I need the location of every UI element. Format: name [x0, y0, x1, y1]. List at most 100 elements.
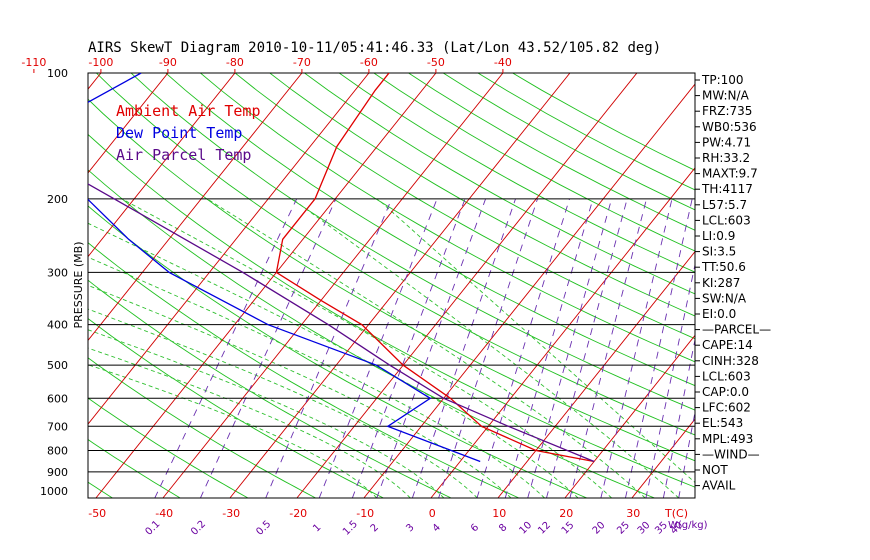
- mixing-ratio-tick-label: 15: [560, 520, 577, 537]
- index-label: RH:33.2: [702, 151, 750, 165]
- moist-adiabat-line: [377, 198, 695, 484]
- isotherm-line: [631, 418, 695, 498]
- index-label: LCL:603: [702, 213, 751, 227]
- pressure-tick-label: 900: [47, 466, 68, 479]
- dry-adiabat-line: [338, 73, 695, 273]
- mixing-ratio-unit-label: W(g/kg): [668, 520, 708, 531]
- mixing-ratio-line: [265, 198, 393, 498]
- dry-adiabat-line: [269, 73, 695, 317]
- dry-adiabat-line: [442, 73, 695, 211]
- top-temp-tick-label: -80: [226, 56, 244, 69]
- isotherm-line: [766, 64, 870, 498]
- mixing-ratio-line: [351, 198, 466, 498]
- dry-adiabat-line: [234, 73, 695, 340]
- mixing-ratio-line: [527, 198, 613, 498]
- mixing-ratio-line: [411, 198, 516, 498]
- dry-adiabat-line: [0, 64, 45, 498]
- isotherm-line: [363, 83, 695, 498]
- pressure-tick-label: 700: [47, 420, 68, 433]
- index-label: L57:5.7: [702, 198, 747, 212]
- index-label: LCL:603: [702, 369, 751, 383]
- isotherm-line: [95, 73, 437, 498]
- index-label: NOT: [702, 463, 728, 477]
- bottom-temp-tick-label: 0: [429, 507, 436, 520]
- index-label: PW:4.71: [702, 135, 751, 149]
- y-axis-label: PRESSURE (MB): [72, 242, 85, 329]
- dry-adiabat-line: [373, 73, 695, 252]
- mixing-ratio-line: [376, 198, 487, 498]
- mixing-ratio-tick-label: 0.1: [143, 519, 162, 538]
- bottom-temp-tick-label: 20: [559, 507, 573, 520]
- mixing-ratio-tick-label: 8: [497, 522, 509, 534]
- index-label: CINH:328: [702, 354, 759, 368]
- pressure-tick-label: 1000: [40, 485, 68, 498]
- mixing-ratio-tick-label: 6: [469, 522, 481, 534]
- bottom-temp-tick-label: 10: [492, 507, 506, 520]
- profile-series: [88, 73, 595, 463]
- dry-adiabat-line: [88, 357, 317, 498]
- legend-air-parcel-temp: Air Parcel Temp: [116, 146, 251, 164]
- axis-ticks: 1002003004005006007008009001000-120-110-…: [21, 56, 685, 538]
- legend-ambient-air-temp: Ambient Air Temp: [116, 102, 261, 120]
- index-label: —WIND—: [702, 447, 760, 461]
- pressure-tick-label: 200: [47, 193, 68, 206]
- bottom-temp-tick-label: -50: [88, 507, 106, 520]
- top-temp-tick-label: -40: [494, 56, 512, 69]
- index-label: TP:100: [701, 73, 744, 87]
- bottom-temp-tick-label: -10: [356, 507, 374, 520]
- mixing-ratio-tick-label: 2: [369, 522, 381, 534]
- mixing-ratio-tick-label: 0.5: [254, 519, 273, 538]
- moist-adiabat-line: [88, 284, 512, 498]
- isotherm-line: [229, 73, 571, 498]
- index-label: —PARCEL—: [702, 323, 771, 337]
- mixing-ratio-line: [476, 198, 570, 498]
- mixing-ratio-tick-label: 25: [615, 520, 632, 537]
- index-label: SI:3.5: [702, 245, 736, 259]
- isotherm-line: [296, 73, 638, 498]
- moist-adiabat-line: [88, 308, 478, 498]
- bottom-temp-tick-label: 30: [626, 507, 640, 520]
- mixing-ratio-line: [546, 198, 628, 498]
- dry-adiabat-line: [199, 73, 695, 363]
- dry-adiabat-line: [88, 438, 181, 498]
- legend-dew-point-temp: Dew Point Temp: [116, 124, 242, 142]
- moist-adiabat-line: [88, 222, 579, 498]
- pressure-tick-label: 300: [47, 266, 68, 279]
- index-label: FRZ:735: [702, 104, 752, 118]
- moist-adiabat-line: [121, 198, 613, 498]
- index-label: KI:287: [702, 276, 740, 290]
- pressure-tick-label: 600: [47, 392, 68, 405]
- dry-adiabat-line: [88, 317, 384, 498]
- dry-adiabat-line: [165, 73, 695, 387]
- isotherm-line: [564, 334, 695, 498]
- isotherm-line: [833, 64, 870, 498]
- mixing-ratio-tick-label: 30: [636, 520, 653, 537]
- mixing-ratio-line: [318, 198, 438, 498]
- dry-adiabat-line: [88, 133, 695, 488]
- mixing-ratio-line: [154, 198, 298, 498]
- index-label: MAXT:9.7: [702, 167, 758, 181]
- mixing-ratio-tick-label: 10: [518, 520, 535, 537]
- mixing-ratio-tick-label: 3: [404, 522, 416, 534]
- dry-adiabat-line: [130, 73, 695, 411]
- top-temp-tick-label: -110: [21, 56, 46, 69]
- index-label: TH:4117: [701, 182, 753, 196]
- index-label: AVAIL: [702, 479, 736, 493]
- mixing-ratio-line: [438, 198, 538, 498]
- pressure-tick-label: 100: [47, 67, 68, 80]
- index-label: CAP:0.0: [702, 385, 749, 399]
- dew-point-tempseries-line: [88, 73, 481, 463]
- mixing-ratio-tick-label: 1.5: [341, 519, 360, 538]
- index-label: TT:50.6: [701, 260, 746, 274]
- dry-adiabat-line: [88, 397, 249, 498]
- isotherm-line: [88, 73, 370, 425]
- index-label: EI:0.0: [702, 307, 736, 321]
- pressure-tick-label: 500: [47, 359, 68, 372]
- isotherm-line: [88, 73, 303, 342]
- pressure-tick-label: 400: [47, 319, 68, 332]
- mixing-ratio-tick-label: 0.2: [189, 519, 208, 538]
- top-temp-tick-label: -70: [293, 56, 311, 69]
- bottom-temp-tick-label: -20: [289, 507, 307, 520]
- air-parcel-tempseries-line: [88, 183, 595, 463]
